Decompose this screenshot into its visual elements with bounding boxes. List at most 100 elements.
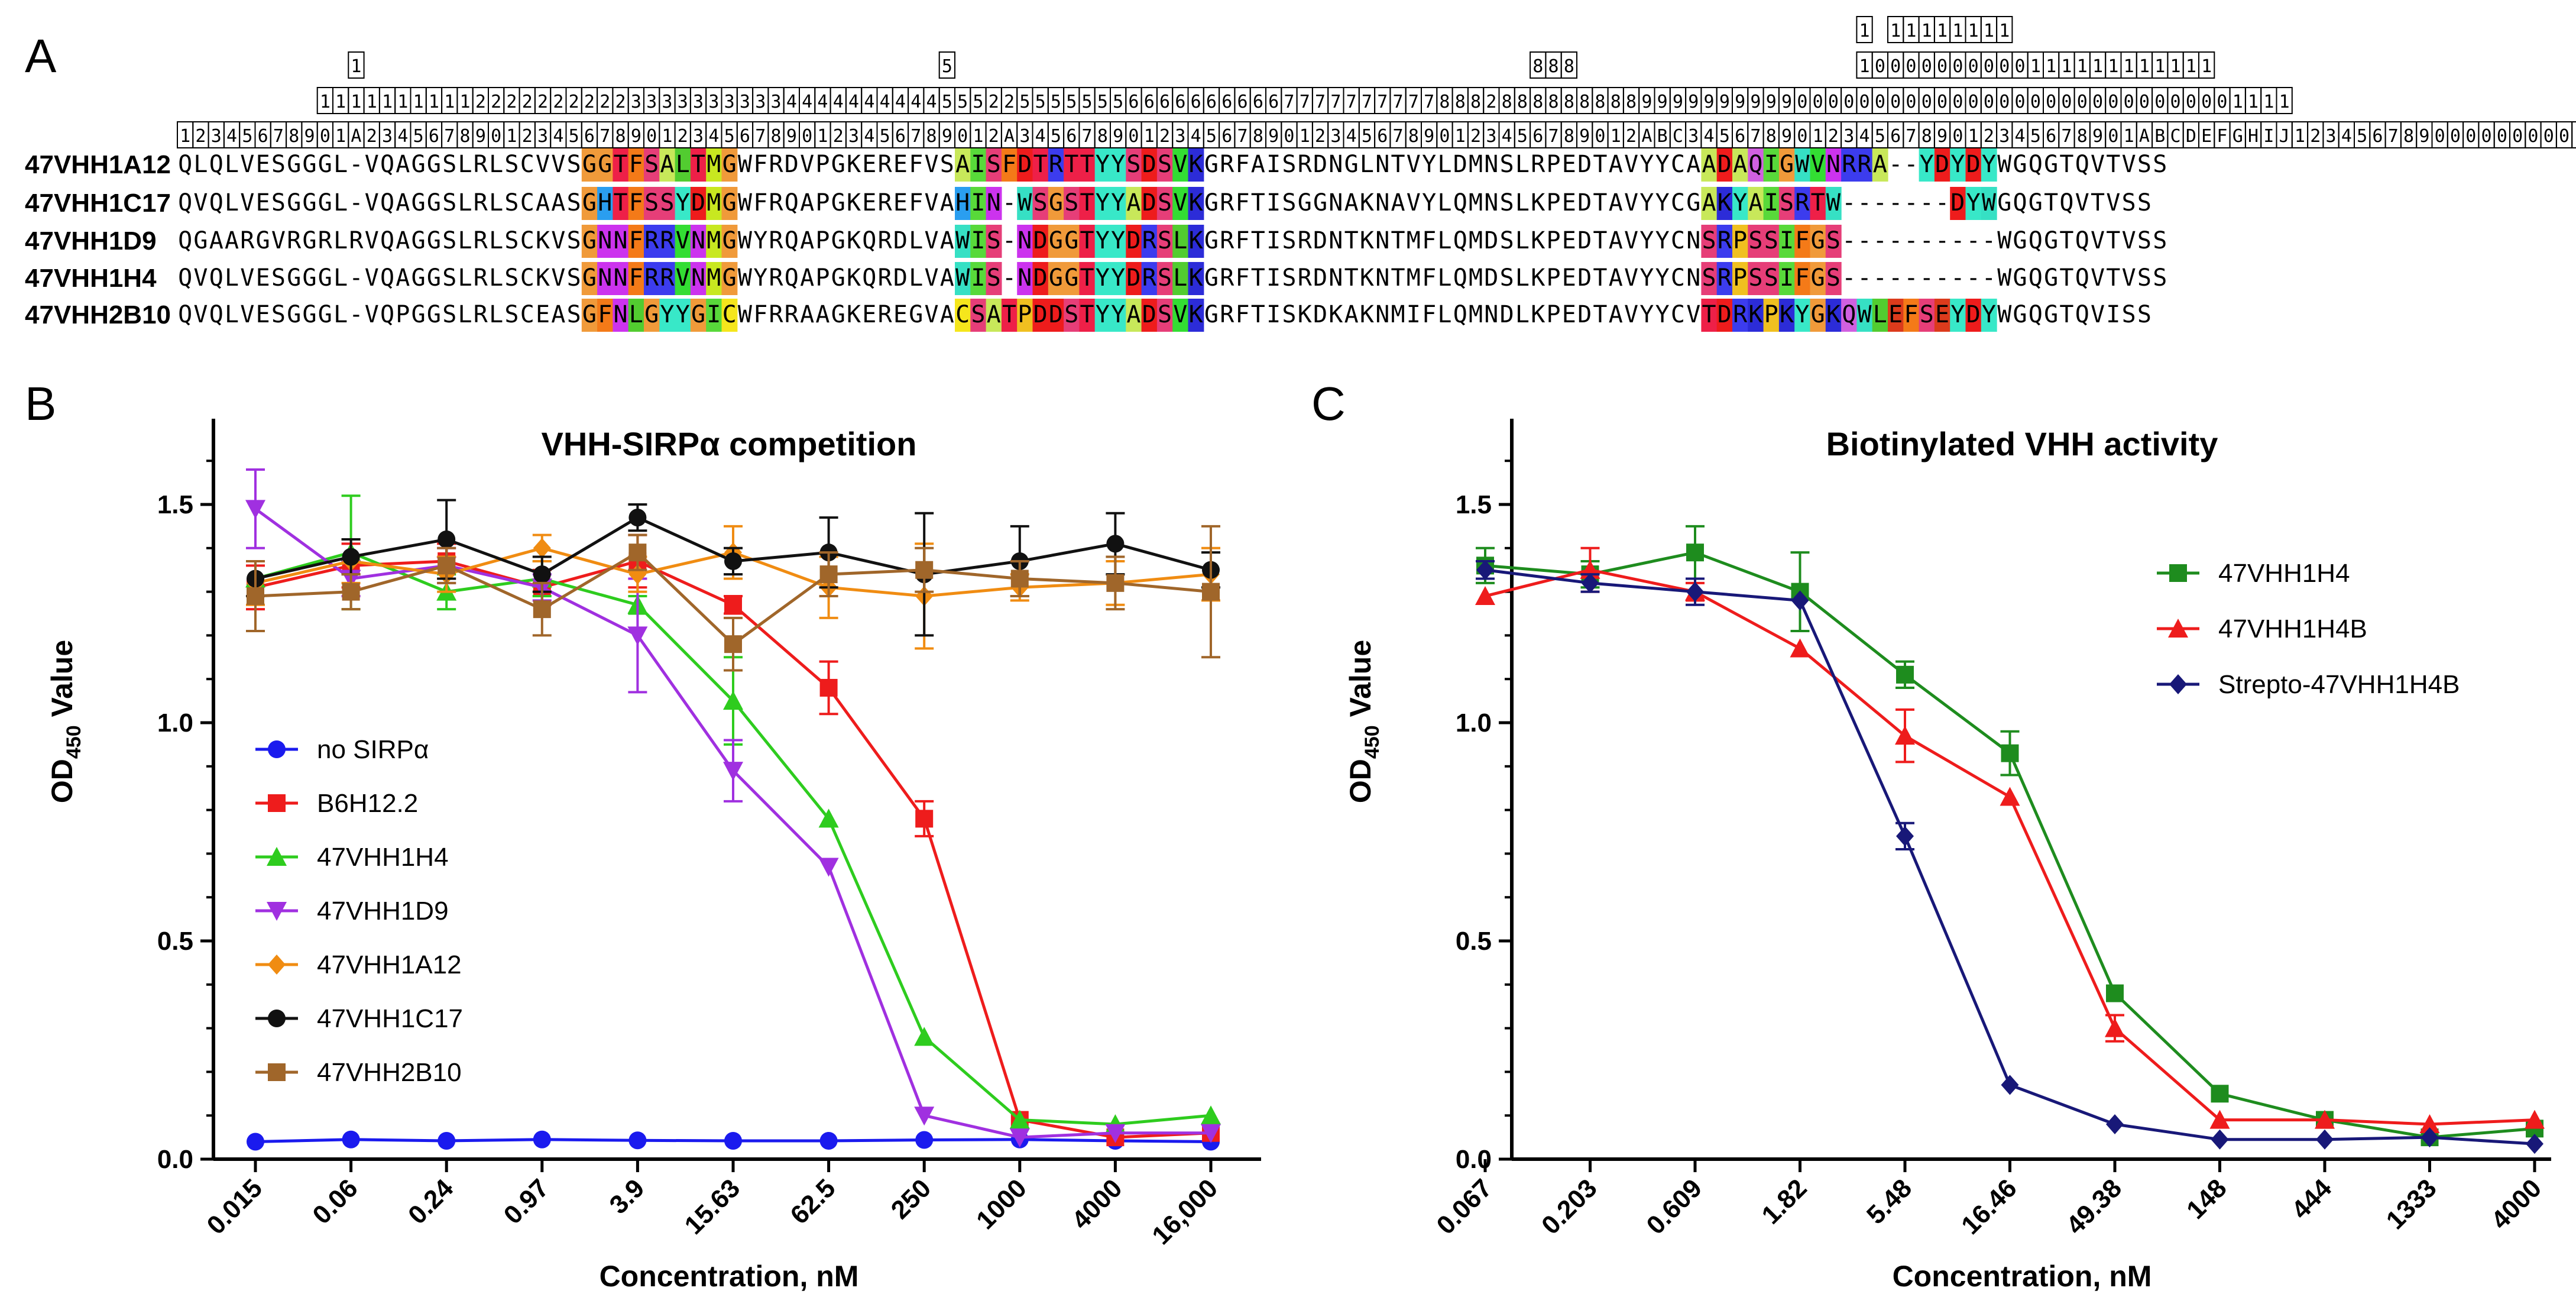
residue: T bbox=[1344, 264, 1359, 292]
residue: - bbox=[1904, 264, 1918, 292]
residue: F bbox=[1422, 227, 1436, 254]
data-point-marker bbox=[915, 810, 934, 828]
residue: Q bbox=[178, 264, 192, 292]
residue: T bbox=[1033, 151, 1048, 178]
numbering-digit: 0 bbox=[1284, 126, 1294, 147]
numbering-digit: 1 bbox=[2030, 56, 2041, 77]
residue: G bbox=[1204, 189, 1219, 216]
residue: R bbox=[1220, 151, 1234, 178]
chart-vhh-sirpa-competition: VHH-SIRPα competition Concentration, nM … bbox=[46, 419, 1261, 1293]
numbering-digit: 6 bbox=[1128, 92, 1139, 112]
numbering-digit: 4 bbox=[833, 92, 844, 112]
residue: T bbox=[1391, 151, 1405, 178]
residue: G bbox=[582, 301, 597, 328]
residue-highlight bbox=[1079, 299, 1096, 332]
numbering-digit: 1 bbox=[2139, 56, 2150, 77]
residue: G bbox=[287, 264, 301, 292]
residue: S bbox=[1500, 189, 1514, 216]
residue: E bbox=[893, 301, 908, 328]
data-point-marker bbox=[1581, 572, 1599, 593]
data-point-marker bbox=[533, 1130, 551, 1149]
residue: A bbox=[1609, 301, 1623, 328]
residue: Q bbox=[178, 227, 192, 254]
residue: G bbox=[303, 301, 317, 328]
residue-highlight bbox=[1126, 225, 1142, 258]
residue: S bbox=[2153, 227, 2167, 254]
chart-c-legend: 47VHH1H4 47VHH1H4B Strepto-47VHH1H4B bbox=[2157, 559, 2460, 699]
residue: Y bbox=[660, 301, 674, 328]
numbering-digit: 0 bbox=[2092, 92, 2103, 112]
residue: T bbox=[1251, 264, 1265, 292]
residue: G bbox=[1049, 264, 1063, 292]
residue: R bbox=[1858, 151, 1872, 178]
residue: D bbox=[1126, 264, 1140, 292]
residue: G bbox=[1204, 301, 1219, 328]
residue-highlight bbox=[970, 148, 987, 182]
numbering-digit: 2 bbox=[600, 92, 610, 112]
residue: N bbox=[1375, 264, 1389, 292]
numbering-digit: 0 bbox=[1797, 92, 1807, 112]
residue: G bbox=[318, 189, 332, 216]
numbering-digit: 6 bbox=[1175, 92, 1185, 112]
residue: L bbox=[1360, 151, 1374, 178]
residue-highlight bbox=[1017, 148, 1033, 182]
y-tick-label: 1.5 bbox=[157, 490, 193, 519]
residue: D bbox=[1966, 151, 1981, 178]
residue: - bbox=[1842, 189, 1856, 216]
numbering-digit: 4 bbox=[1502, 126, 1512, 147]
numbering-digit: 0 bbox=[1843, 92, 1854, 112]
series-strepto-47vhh1h4b bbox=[1476, 559, 2543, 1154]
numbering-digit: 5 bbox=[724, 126, 735, 147]
residue: N bbox=[598, 227, 612, 254]
data-point-marker bbox=[268, 794, 286, 812]
residue: G bbox=[303, 189, 317, 216]
numbering-cell bbox=[2276, 87, 2293, 114]
residue: T bbox=[2106, 227, 2120, 254]
residue: F bbox=[1236, 264, 1250, 292]
numbering-digit: 1 bbox=[2574, 126, 2576, 147]
residue: S bbox=[1500, 227, 1514, 254]
residue: V bbox=[240, 189, 254, 216]
residue: S bbox=[442, 227, 456, 254]
numbering-digit: D bbox=[2186, 126, 2196, 147]
residue: T bbox=[2044, 189, 2058, 216]
residue: Y bbox=[1111, 264, 1125, 292]
numbering-digit: 1 bbox=[1455, 126, 1466, 147]
residue: - bbox=[1935, 227, 1949, 254]
residue-highlight bbox=[644, 148, 660, 182]
residue: V bbox=[2075, 189, 2089, 216]
residue: Q bbox=[2029, 264, 2043, 292]
x-tick-label: 4000 bbox=[1067, 1173, 1128, 1235]
x-tick-label: 49.38 bbox=[2061, 1173, 2128, 1240]
numbering-digit: 5 bbox=[1517, 126, 1528, 147]
residue-highlight bbox=[1778, 187, 1795, 220]
numbering-digit: 6 bbox=[1159, 92, 1170, 112]
numbering-digit: 7 bbox=[1750, 126, 1761, 147]
residue: Q bbox=[178, 301, 192, 328]
numbering-digit: 9 bbox=[1735, 92, 1745, 112]
numbering-digit: 5 bbox=[1097, 92, 1108, 112]
residue: T bbox=[1251, 301, 1265, 328]
residue: D bbox=[1950, 189, 1965, 216]
residue: P bbox=[1547, 264, 1561, 292]
residue: G bbox=[2013, 264, 2027, 292]
numbering-digit: 2 bbox=[584, 92, 595, 112]
data-point-marker bbox=[2211, 1129, 2229, 1150]
residue: T bbox=[1080, 227, 1094, 254]
residue-highlight bbox=[1079, 187, 1096, 220]
legend-label: 47VHH1C17 bbox=[317, 1004, 463, 1033]
series-47vhh1h4b bbox=[1475, 546, 2545, 1133]
numbering-digit: C bbox=[1673, 126, 1683, 147]
residue: R bbox=[878, 264, 893, 292]
numbering-digit: 0 bbox=[2154, 92, 2165, 112]
residue-highlight bbox=[1141, 148, 1158, 182]
data-point-marker bbox=[1106, 574, 1125, 592]
residue: Q bbox=[380, 151, 394, 178]
residue: T bbox=[1080, 189, 1094, 216]
residue: R bbox=[1220, 264, 1234, 292]
numbering-digit: 0 bbox=[2124, 92, 2134, 112]
residue-highlight bbox=[1981, 148, 1997, 182]
residue: - bbox=[349, 189, 363, 216]
residue: C bbox=[1671, 151, 1685, 178]
residue-highlight bbox=[1825, 262, 1842, 295]
